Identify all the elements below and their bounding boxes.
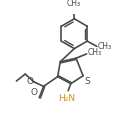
Text: H₂N: H₂N: [58, 94, 75, 103]
Text: CH₃: CH₃: [98, 42, 112, 51]
Text: O: O: [26, 77, 33, 86]
Text: O: O: [30, 88, 37, 97]
Text: CH₃: CH₃: [66, 0, 80, 8]
Text: S: S: [85, 77, 91, 86]
Text: CH₃: CH₃: [87, 48, 102, 57]
